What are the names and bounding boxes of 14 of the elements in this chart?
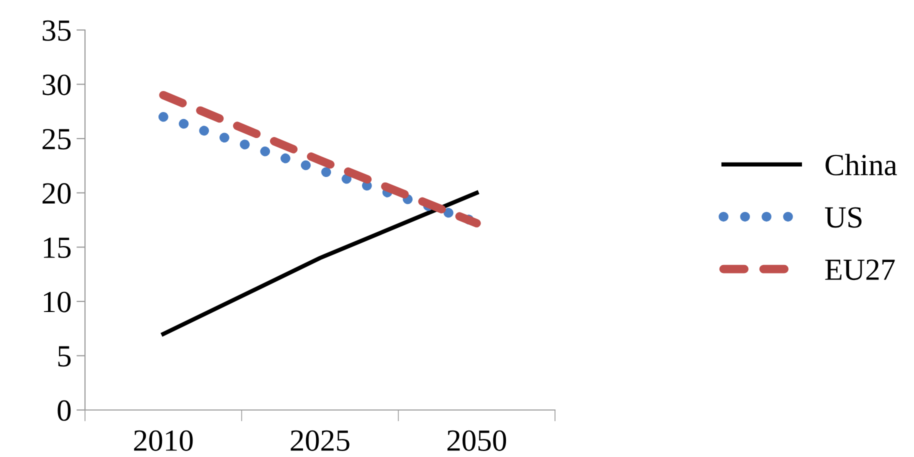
- y-tick-label: 30: [42, 74, 71, 96]
- y-tick-label: 25: [42, 128, 71, 150]
- y-tick-label: 20: [42, 183, 71, 204]
- y-tick-label: 0: [58, 400, 71, 421]
- x-tick-label: 2025: [290, 430, 350, 451]
- y-tick-label: 10: [44, 292, 71, 312]
- legend-label: EU27: [825, 260, 895, 280]
- legend-label: US: [824, 207, 862, 228]
- y-tick-label: 15: [44, 238, 71, 258]
- y-tick-label: 35: [42, 20, 71, 41]
- x-tick-label: 2010: [134, 430, 193, 451]
- x-tick-label: 2050: [447, 430, 506, 451]
- y-tick-label: 5: [58, 346, 71, 367]
- legend-label: China: [826, 154, 897, 176]
